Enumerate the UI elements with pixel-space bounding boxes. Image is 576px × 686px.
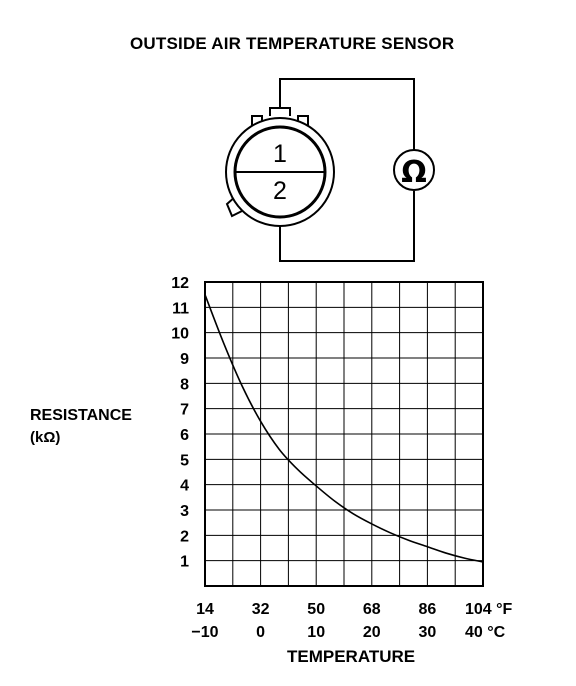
ohm-symbol: Ω [401, 155, 427, 190]
y-axis-label: RESISTANCE [30, 407, 132, 424]
x-axis-label: TEMPERATURE [287, 647, 416, 666]
x-tick-label-c: −10 [191, 624, 218, 641]
y-tick-label: 11 [172, 300, 189, 317]
page-title: OUTSIDE AIR TEMPERATURE SENSOR [130, 34, 455, 53]
wire-top [279, 78, 415, 150]
x-tick-label-f: 68 [363, 601, 381, 618]
x-tick-label-f: 104 °F [465, 601, 513, 618]
y-tick-label: 1 [180, 554, 189, 571]
x-tick-label-c: 0 [256, 624, 265, 641]
terminal-2-label: 2 [273, 177, 287, 205]
y-tick-label: 6 [180, 427, 189, 444]
sensor-tab-center [269, 107, 291, 116]
y-axis-unit: (kΩ) [30, 429, 61, 446]
x-tick-label-c: 30 [419, 624, 437, 641]
y-tick-label: 3 [180, 503, 189, 520]
y-tick-label: 4 [180, 478, 189, 495]
y-tick-label: 7 [180, 402, 189, 419]
x-tick-label-c: 10 [307, 624, 325, 641]
x-tick-labels: 14 32 50 68 86 104 °F −10 0 10 20 30 40 °C [191, 601, 512, 641]
ohmmeter-icon [393, 149, 435, 191]
x-tick-label-f: 14 [196, 601, 214, 618]
terminal-1-label: 1 [273, 140, 287, 168]
sensor-key-tab [225, 195, 243, 218]
x-tick-label-c: 20 [363, 624, 381, 641]
y-tick-label: 12 [171, 275, 189, 292]
x-tick-label-f: 32 [252, 601, 270, 618]
y-tick-label: 9 [180, 351, 189, 368]
chart-grid [205, 282, 483, 586]
sensor-circuit-diagram: Ω 1 2 [225, 78, 435, 262]
resistance-curve [204, 294, 484, 563]
y-tick-label: 8 [180, 376, 189, 393]
x-tick-label-c: 40 °C [465, 624, 506, 641]
y-tick-label: 5 [180, 452, 189, 469]
y-tick-label: 10 [171, 326, 189, 343]
y-tick-label: 2 [180, 528, 189, 545]
x-tick-label-f: 86 [419, 601, 437, 618]
wire-bottom [279, 191, 415, 262]
x-tick-label-f: 50 [307, 601, 325, 618]
plot-frame [204, 281, 484, 587]
